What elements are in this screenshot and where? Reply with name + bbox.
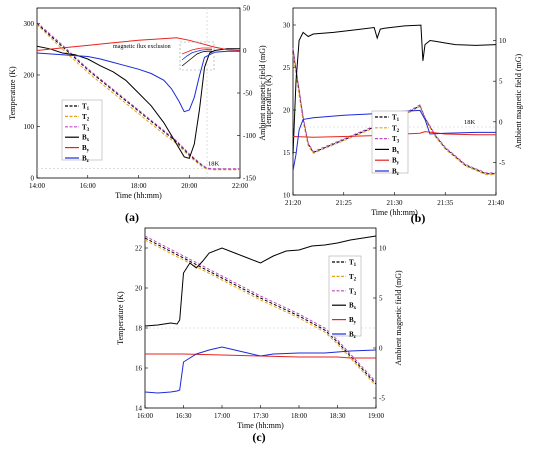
- legend-label-bz: Bz: [349, 331, 357, 341]
- x-tick-label: 21:35: [437, 199, 453, 207]
- legend-label-bz: Bz: [392, 168, 400, 178]
- legend-box: [61, 99, 103, 161]
- series-line-t1: [292, 50, 496, 175]
- panel-c-chart: 16:00 16:30 17:00 17:30 18:00 18:30 19:00 14 16 1…: [116, 227, 403, 444]
- legend-label-bz: Bz: [82, 155, 90, 165]
- x-tick-label: 16:30: [176, 412, 192, 420]
- y-right-tick-label: 0: [243, 47, 247, 55]
- x-tick-label: 18:00: [131, 182, 147, 190]
- series-line-t1: [144, 237, 377, 385]
- y-left-tick-label: 30: [283, 22, 291, 30]
- legend-label-bx: Bx: [392, 146, 400, 156]
- x-tick-label: 21:30: [387, 199, 403, 207]
- legend-label-bx: Bx: [82, 134, 90, 144]
- y-left-tick-label: 300: [24, 20, 35, 28]
- panel-label: (a): [125, 210, 139, 224]
- y-left-tick-label: 25: [283, 64, 291, 72]
- legend-box: [371, 110, 409, 174]
- y-right-tick-label: 5: [379, 295, 383, 303]
- legend-label-t3: T3: [349, 287, 357, 297]
- series-line-bz: [36, 50, 240, 113]
- y-right-tick-label: -5: [499, 159, 505, 167]
- legend-label-t2: T2: [392, 124, 400, 134]
- annotation-flux-exclusion: magnetic flux exclusion: [113, 43, 171, 50]
- legend-label-t3: T3: [82, 123, 90, 133]
- y-left-tick-label: 15: [283, 149, 291, 157]
- legend-label-by: By: [392, 157, 400, 167]
- y-right-tick-label: 50: [243, 5, 251, 13]
- y-right-axis-label: Ambient magnetic field (mG): [394, 270, 403, 366]
- y-right-tick-label: 10: [499, 37, 507, 45]
- y-left-axis-label: Temperature (K): [264, 74, 273, 128]
- panel-label: (c): [252, 430, 265, 444]
- y-right-tick-label: 0: [499, 118, 503, 126]
- series-line-by: [292, 131, 496, 138]
- x-tick-label: 21:25: [336, 199, 352, 207]
- inset-frame: [179, 41, 215, 71]
- series-line-bx: [292, 24, 497, 155]
- legend-label-by: By: [349, 316, 357, 326]
- x-tick-label: 17:00: [214, 412, 230, 420]
- x-tick-label: 16:00: [80, 182, 96, 190]
- legend-label-t2: T2: [82, 113, 90, 123]
- y-right-axis-label: Ambient magnetic field (mG): [514, 54, 523, 150]
- panel-a-chart: 14:00 16:00 18:00 20:00 22:00 0 100 200 300 -150 -…: [8, 5, 267, 225]
- x-tick-label: 16:00: [137, 412, 153, 420]
- series-line-bx: [36, 45, 240, 160]
- series-line-bx: [144, 235, 377, 327]
- inset-line-bx: [181, 50, 212, 67]
- x-tick-label: 20:00: [181, 182, 197, 190]
- y-left-tick-label: 22: [135, 245, 143, 253]
- series-line-bz: [144, 346, 377, 394]
- y-right-tick-label: -150: [243, 175, 256, 183]
- x-tick-label: 18:00: [291, 412, 307, 420]
- y-left-axis-label: Temperature (K): [116, 291, 125, 345]
- x-tick-label: 21:40: [488, 199, 504, 207]
- x-axis-label: Time (hh:mm): [115, 191, 162, 200]
- y-left-tick-label: 100: [24, 123, 35, 131]
- y-left-tick-label: 0: [31, 175, 35, 183]
- x-tick-label: 18:30: [330, 412, 346, 420]
- y-right-tick-label: -100: [243, 132, 256, 140]
- inset-line-bz: [181, 49, 212, 61]
- y-left-tick-label: 200: [24, 71, 35, 79]
- legend-label-by: By: [82, 144, 90, 154]
- series-line-by: [36, 37, 241, 51]
- annotation-18k: 18K: [464, 119, 476, 126]
- x-axis-label: Time (hh:mm): [237, 421, 284, 430]
- y-left-tick-label: 20: [135, 285, 143, 293]
- inset-line-by: [181, 47, 212, 55]
- annotation-18k: 18K: [208, 161, 220, 168]
- x-tick-label: 22:00: [232, 182, 248, 190]
- y-left-tick-label: 16: [135, 365, 143, 373]
- x-tick-label: 17:30: [253, 412, 269, 420]
- panel-b-chart: 21:20 21:25 21:30 21:35 21:40 10 15 20 25 30 -5 0 5 1…: [264, 7, 523, 225]
- legend-label-t2: T2: [349, 273, 357, 283]
- y-right-axis-label: Ambient magnetic field (mG): [258, 45, 267, 141]
- y-left-tick-label: 14: [135, 405, 143, 413]
- y-left-tick-label: 18: [135, 325, 143, 333]
- y-left-axis-label: Temperature (K): [8, 66, 17, 120]
- legend-label-t1: T1: [82, 103, 90, 113]
- y-right-tick-label: 0: [379, 345, 383, 353]
- legend-label-t3: T3: [392, 135, 400, 145]
- legend-label-t1: T1: [349, 259, 357, 269]
- x-tick-label: 21:20: [285, 199, 301, 207]
- y-right-tick-label: 10: [379, 245, 387, 253]
- y-right-tick-label: 5: [499, 78, 503, 86]
- x-axis-label: Time (hh:mm): [371, 208, 418, 217]
- y-right-tick-label: -50: [243, 90, 253, 98]
- legend-label-t1: T1: [392, 114, 400, 124]
- legend-label-bx: Bx: [349, 302, 357, 312]
- series-line-t3: [144, 235, 377, 383]
- y-left-tick-label: 10: [283, 192, 291, 200]
- x-tick-label: 14:00: [29, 182, 45, 190]
- series-line-t2: [144, 239, 377, 387]
- x-tick-label: 19:00: [368, 412, 384, 420]
- y-right-tick-label: -5: [379, 395, 385, 403]
- y-left-tick-label: 20: [283, 107, 291, 115]
- panel-label: (b): [411, 211, 426, 225]
- legend-box: [328, 255, 362, 337]
